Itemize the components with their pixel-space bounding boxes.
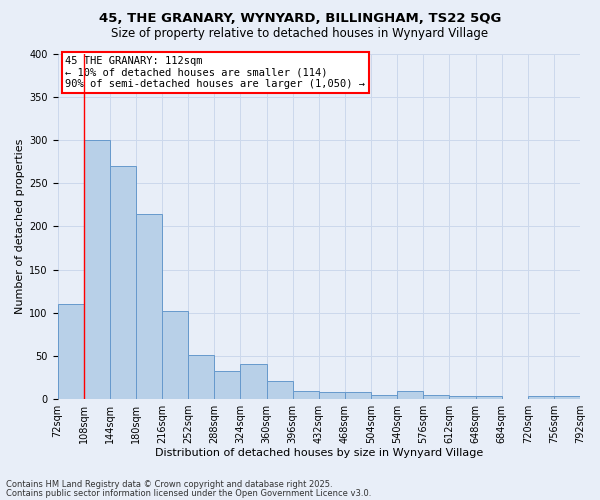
Bar [188, 355, 214, 399]
Bar [266, 381, 293, 399]
Bar [423, 394, 449, 399]
Text: Size of property relative to detached houses in Wynyard Village: Size of property relative to detached ho… [112, 28, 488, 40]
Bar [449, 396, 476, 399]
Text: Contains HM Land Registry data © Crown copyright and database right 2025.: Contains HM Land Registry data © Crown c… [6, 480, 332, 489]
Bar [554, 396, 580, 399]
Text: 45 THE GRANARY: 112sqm
← 10% of detached houses are smaller (114)
90% of semi-de: 45 THE GRANARY: 112sqm ← 10% of detached… [65, 56, 365, 89]
Bar [110, 166, 136, 399]
Bar [214, 370, 241, 399]
Text: 45, THE GRANARY, WYNYARD, BILLINGHAM, TS22 5QG: 45, THE GRANARY, WYNYARD, BILLINGHAM, TS… [99, 12, 501, 26]
Bar [345, 392, 371, 399]
Bar [476, 396, 502, 399]
Bar [371, 394, 397, 399]
Bar [397, 391, 423, 399]
Text: Contains public sector information licensed under the Open Government Licence v3: Contains public sector information licen… [6, 488, 371, 498]
Bar [528, 396, 554, 399]
X-axis label: Distribution of detached houses by size in Wynyard Village: Distribution of detached houses by size … [155, 448, 483, 458]
Bar [319, 392, 345, 399]
Bar [58, 304, 83, 399]
Bar [162, 311, 188, 399]
Bar [83, 140, 110, 399]
Bar [293, 391, 319, 399]
Bar [241, 364, 266, 399]
Y-axis label: Number of detached properties: Number of detached properties [15, 139, 25, 314]
Bar [136, 214, 162, 399]
